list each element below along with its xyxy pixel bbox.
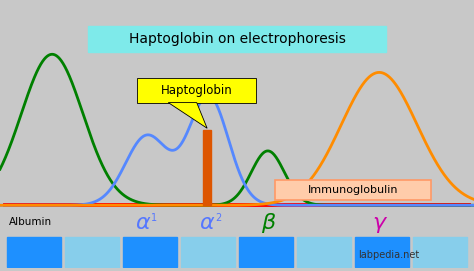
Text: γ: γ <box>373 213 386 233</box>
FancyBboxPatch shape <box>137 78 256 103</box>
Bar <box>413 237 467 267</box>
Bar <box>355 237 410 267</box>
Bar <box>7 237 61 267</box>
Text: Albumin: Albumin <box>9 217 52 227</box>
Text: Immunoglobulin: Immunoglobulin <box>308 185 398 195</box>
Bar <box>123 237 177 267</box>
Polygon shape <box>168 103 207 128</box>
Text: labpedia.net: labpedia.net <box>358 250 419 260</box>
FancyBboxPatch shape <box>88 26 386 52</box>
Bar <box>64 237 119 267</box>
Text: Haptoglobin: Haptoglobin <box>161 84 233 97</box>
Bar <box>181 237 235 267</box>
Text: α: α <box>199 213 213 233</box>
Bar <box>239 237 293 267</box>
Text: 1: 1 <box>151 213 157 223</box>
Bar <box>297 237 351 267</box>
Text: α: α <box>135 213 149 233</box>
Text: β: β <box>261 213 275 233</box>
FancyBboxPatch shape <box>275 180 431 200</box>
Bar <box>203 130 211 205</box>
Text: Haptoglobin on electrophoresis: Haptoglobin on electrophoresis <box>128 32 346 46</box>
Text: 2: 2 <box>215 213 221 223</box>
